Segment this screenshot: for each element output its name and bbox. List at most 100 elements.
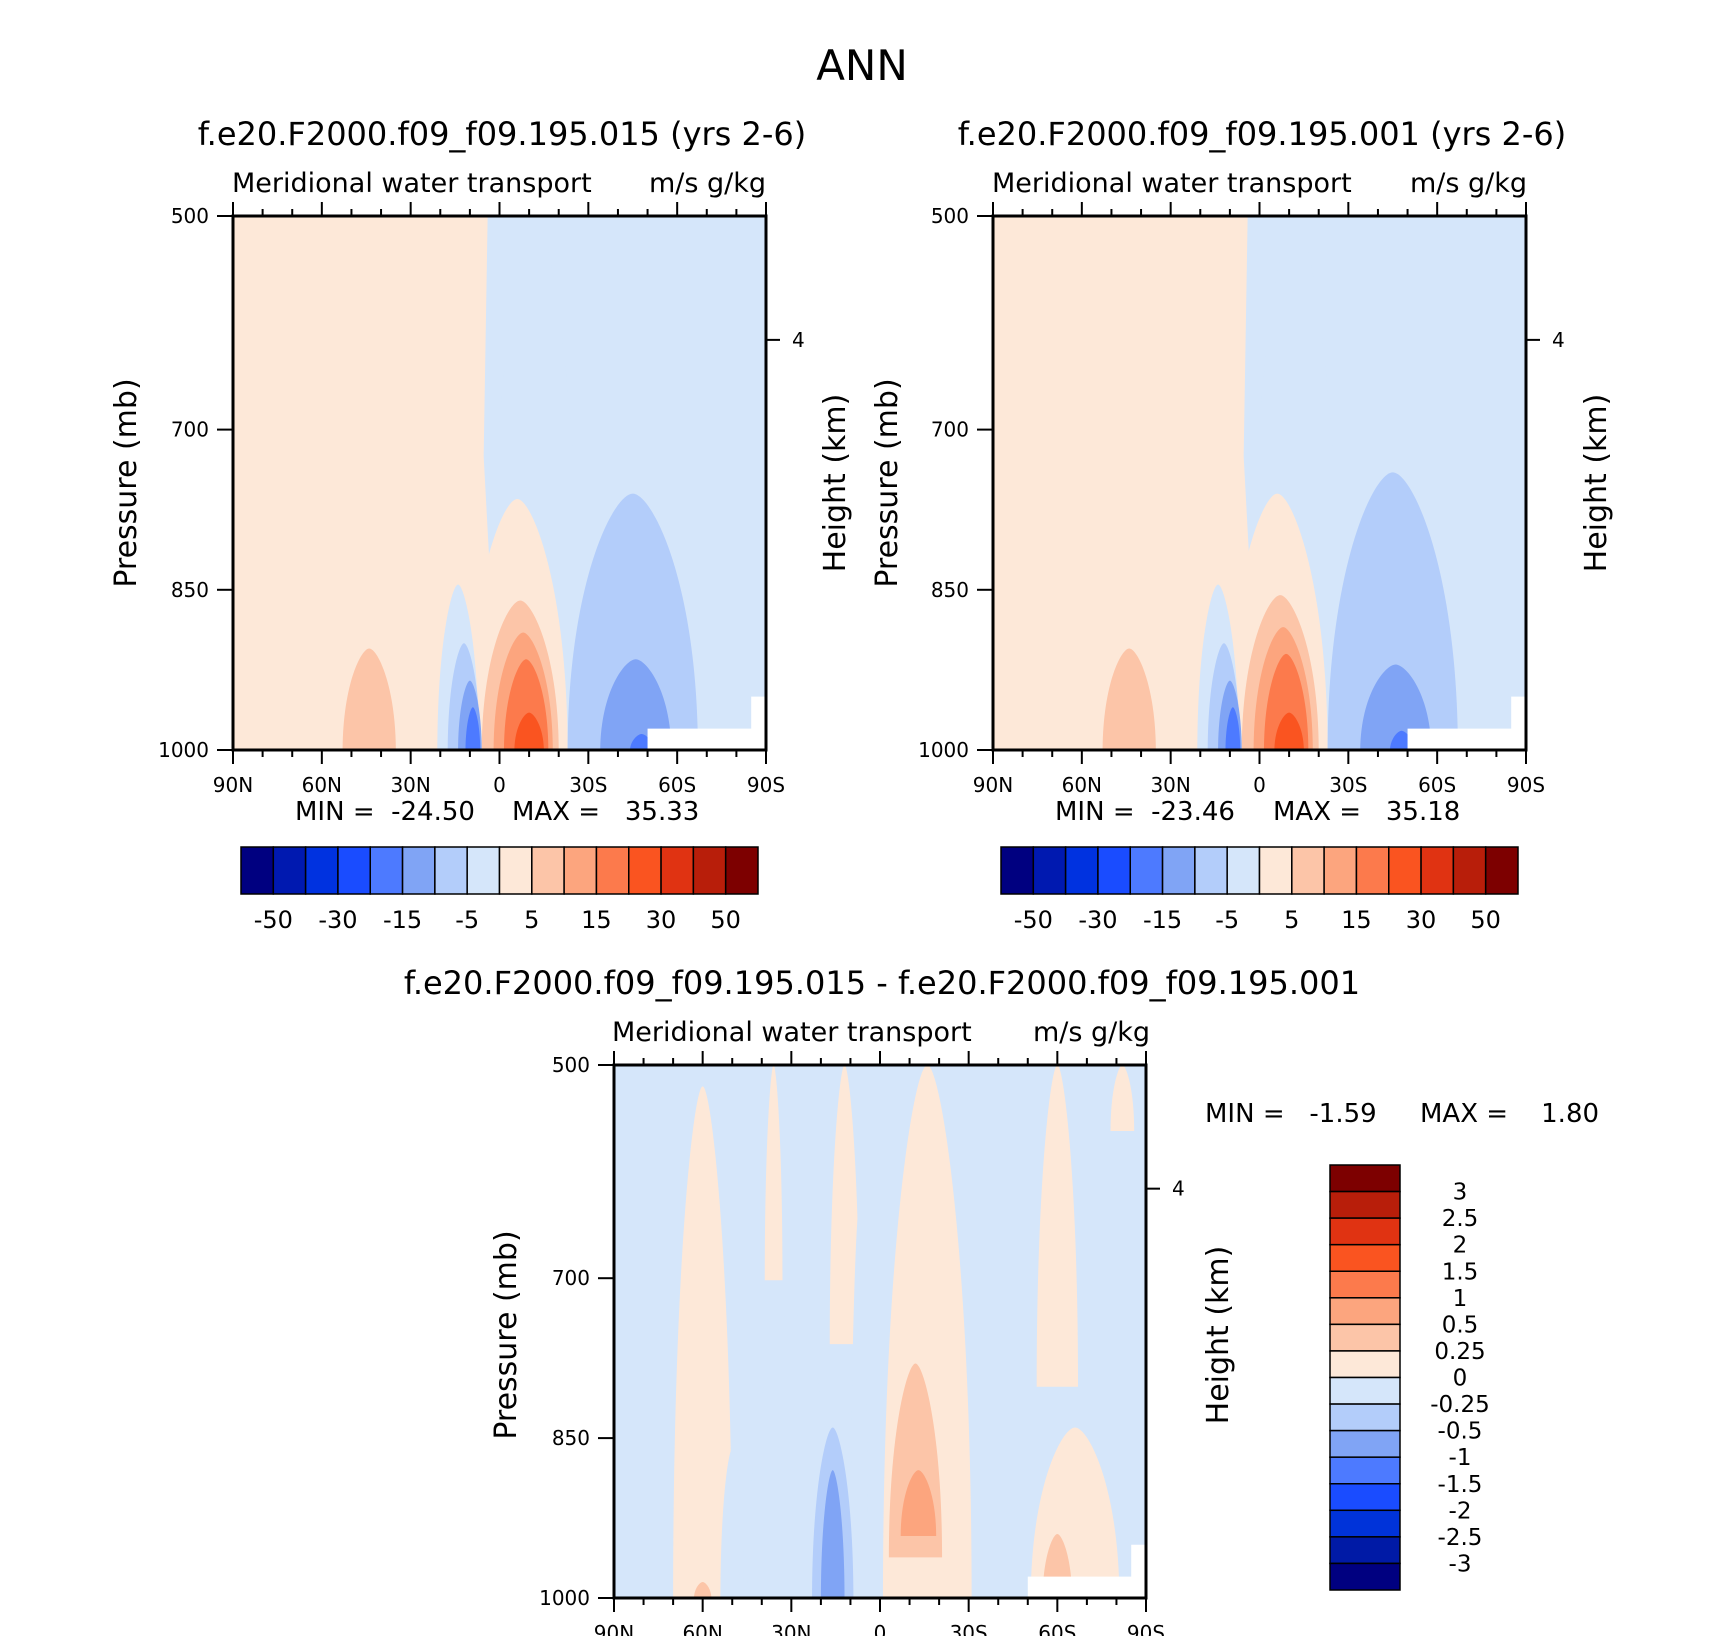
colorbar-swatch bbox=[1032, 846, 1067, 895]
colorbar-swatch bbox=[434, 846, 468, 895]
contour-region bbox=[342, 648, 396, 750]
x-tick-label: 60N bbox=[682, 1621, 722, 1636]
colorbar-label: 0 bbox=[1453, 1366, 1468, 1392]
colorbar-label: 2 bbox=[1453, 1233, 1468, 1259]
colorbar-swatch bbox=[337, 846, 371, 895]
x-tick-label: 60N bbox=[1062, 773, 1102, 797]
contour-plot: 90N 60N 30N 0 30S 60S 90S 500 700 850 1000 4 bbox=[918, 202, 1565, 797]
contour-region bbox=[1274, 712, 1304, 750]
contour-region bbox=[1389, 730, 1414, 750]
x-tick-label: 60N bbox=[302, 773, 342, 797]
panel-subtitle-left: Meridional water transport bbox=[232, 168, 592, 199]
colorbar-label: -1.5 bbox=[1438, 1472, 1483, 1498]
x-tick-label: 90S bbox=[1127, 1621, 1165, 1636]
contour-region bbox=[567, 493, 698, 750]
contour-region bbox=[820, 1470, 845, 1598]
colorbar-swatch bbox=[401, 846, 436, 895]
min-label: MIN = -23.46 bbox=[1055, 797, 1235, 827]
y-tick-label: 1000 bbox=[918, 738, 969, 762]
colorbar-label: 30 bbox=[1406, 906, 1437, 934]
y-tick-label: 850 bbox=[931, 578, 969, 602]
right-axis-label: Height (km) bbox=[1579, 394, 1614, 573]
x-tick-label: 30N bbox=[1150, 773, 1190, 797]
colorbar: -50 -30 -15 -5 5 15 30 50 bbox=[1000, 846, 1519, 934]
x-tick-label: 0 bbox=[1253, 773, 1266, 797]
x-tick-label: 0 bbox=[493, 773, 506, 797]
contour-region bbox=[829, 1065, 860, 1345]
contour-region bbox=[989, 1555, 1008, 1598]
colorbar-swatch bbox=[1097, 846, 1131, 895]
max-label: MAX = 35.18 bbox=[1273, 797, 1460, 827]
colorbar-swatch bbox=[628, 846, 662, 895]
contour-region bbox=[720, 1448, 745, 1598]
colorbar-swatch bbox=[1329, 1509, 1401, 1538]
colorbar-label: -0.5 bbox=[1438, 1419, 1483, 1445]
colorbar-swatch bbox=[1329, 1270, 1401, 1299]
colorbar-swatch bbox=[1329, 1297, 1401, 1326]
max-label: MAX = 1.80 bbox=[1420, 1099, 1599, 1129]
panel-title: f.e20.F2000.f09_f09.195.001 (yrs 2-6) bbox=[958, 115, 1567, 153]
colorbar-swatch bbox=[1329, 1403, 1401, 1432]
contour-region bbox=[850, 1203, 869, 1598]
colorbar-swatch bbox=[466, 846, 501, 895]
colorbar-swatch bbox=[369, 846, 404, 895]
max-label: MAX = 35.33 bbox=[512, 797, 699, 827]
colorbar-swatch bbox=[1194, 846, 1228, 895]
right-axis-label: Height (km) bbox=[818, 394, 853, 573]
colorbar-swatch bbox=[1452, 846, 1487, 895]
colorbar-label: 15 bbox=[581, 906, 612, 934]
colorbar-label: 1.5 bbox=[1442, 1259, 1479, 1285]
x-tick-label: 90S bbox=[1507, 773, 1545, 797]
right-tick-label: 4 bbox=[792, 328, 805, 352]
colorbar-label: -1 bbox=[1449, 1445, 1472, 1471]
colorbar-label: 5 bbox=[524, 906, 539, 934]
colorbar-label: 50 bbox=[1470, 906, 1501, 934]
colorbar-swatch bbox=[1420, 846, 1455, 895]
colorbar-label: -15 bbox=[1143, 906, 1182, 934]
contour-region bbox=[1084, 472, 1186, 750]
contour-region bbox=[747, 1310, 836, 1598]
colorbar-swatch bbox=[1161, 846, 1196, 895]
contour-region bbox=[514, 712, 544, 750]
colorbar-label: -50 bbox=[1014, 906, 1053, 934]
colorbar-swatch bbox=[1291, 846, 1325, 895]
contour-region bbox=[693, 1582, 712, 1598]
colorbar-swatch bbox=[1329, 1483, 1401, 1512]
colorbar-swatch bbox=[1329, 1164, 1401, 1193]
y-axis-label: Pressure (mb) bbox=[489, 1230, 524, 1439]
panel-subtitle-right: m/s g/kg bbox=[1033, 1017, 1150, 1048]
colorbar-label: -30 bbox=[1078, 906, 1117, 934]
right-tick-label: 4 bbox=[1552, 328, 1565, 352]
colorbar-label: -5 bbox=[455, 906, 479, 934]
colorbar-swatch bbox=[240, 846, 275, 895]
colorbar-label: 50 bbox=[710, 906, 741, 934]
colorbar-label: -50 bbox=[254, 906, 293, 934]
contour-region bbox=[465, 707, 481, 750]
x-tick-label: 30S bbox=[1329, 773, 1367, 797]
colorbar-swatch bbox=[1355, 846, 1390, 895]
colorbar-swatch bbox=[563, 846, 598, 895]
colorbar-label: -5 bbox=[1215, 906, 1239, 934]
colorbar: -50 -30 -15 -5 5 15 30 50 bbox=[240, 846, 759, 934]
min-label: MIN = -1.59 bbox=[1205, 1099, 1377, 1129]
y-tick-label: 500 bbox=[171, 204, 209, 228]
x-tick-label: 90N bbox=[973, 773, 1013, 797]
missing-data bbox=[1027, 1544, 1146, 1598]
contour-region bbox=[1036, 1065, 1079, 1387]
missing-data bbox=[1407, 696, 1526, 750]
panel-subtitle-left: Meridional water transport bbox=[612, 1017, 972, 1048]
colorbar-swatch bbox=[1226, 846, 1261, 895]
colorbar-swatch bbox=[1329, 1190, 1401, 1219]
colorbar-label: 15 bbox=[1341, 906, 1372, 934]
panel-015: f.e20.F2000.f09_f09.195.015 (yrs 2-6) Me… bbox=[109, 115, 853, 934]
colorbar-swatch bbox=[1329, 1350, 1401, 1379]
colorbar-label: 1 bbox=[1453, 1286, 1468, 1312]
y-axis-label: Pressure (mb) bbox=[109, 378, 144, 587]
right-tick-label: 4 bbox=[1172, 1177, 1185, 1201]
colorbar-swatch bbox=[1258, 846, 1293, 895]
x-tick-label: 30N bbox=[771, 1621, 811, 1636]
colorbar-swatch bbox=[1329, 1562, 1401, 1591]
y-tick-label: 700 bbox=[552, 1266, 590, 1290]
colorbar-label: -30 bbox=[318, 906, 357, 934]
